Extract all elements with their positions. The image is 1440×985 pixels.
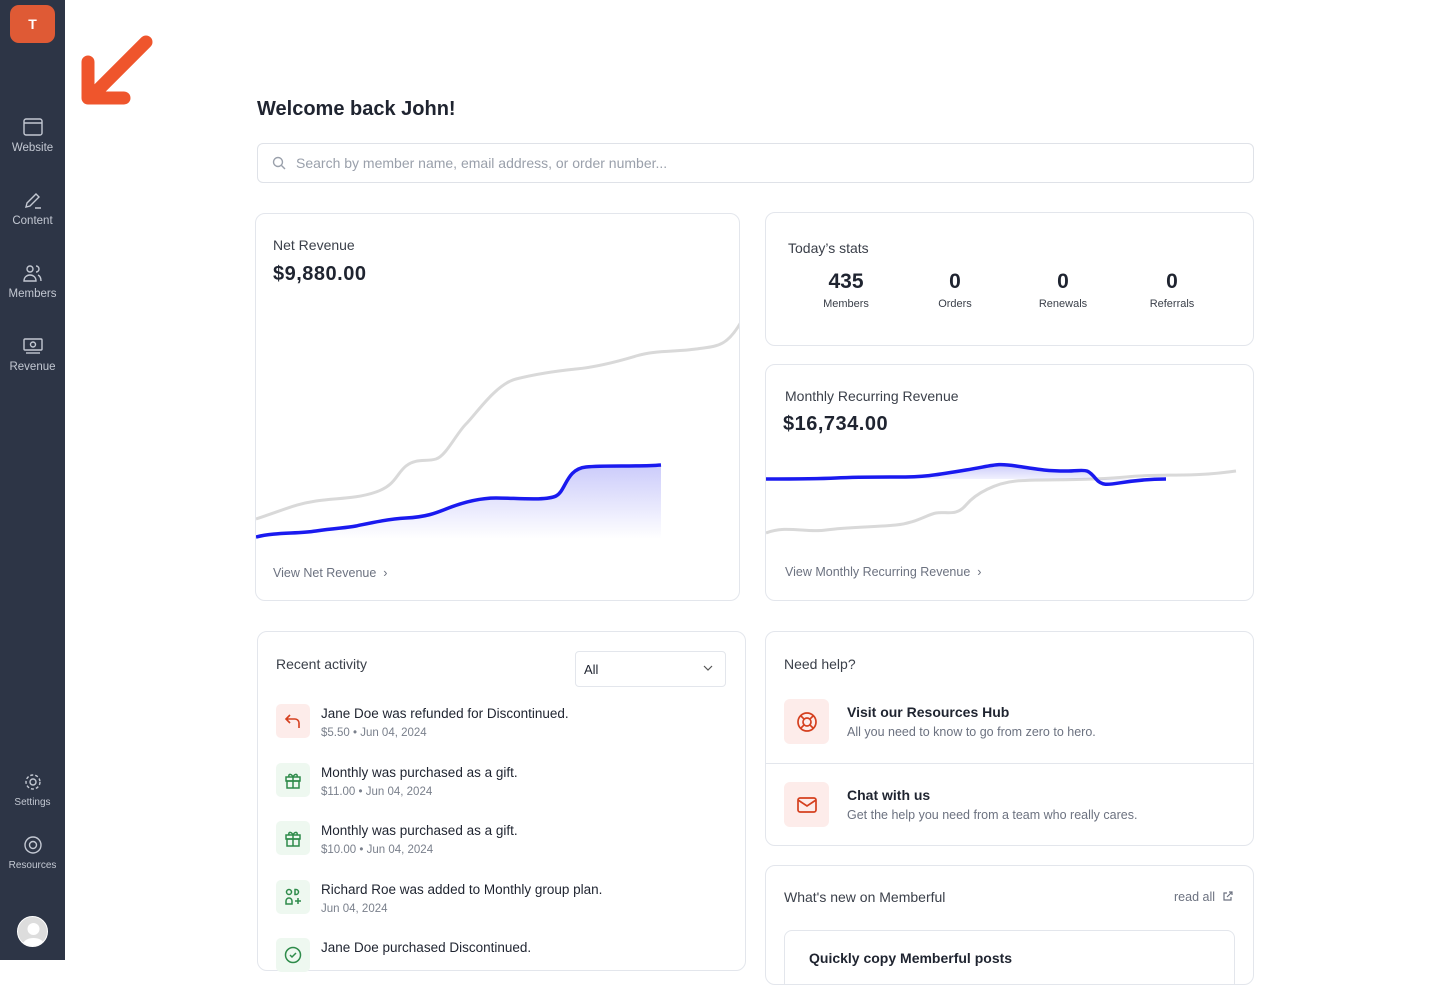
card-label: Today’s stats xyxy=(788,240,869,256)
refund-icon xyxy=(276,704,310,738)
gear-icon xyxy=(24,774,41,790)
card-title: What's new on Memberful xyxy=(784,889,946,905)
news-post-title: Quickly copy Memberful posts xyxy=(809,950,1013,966)
lifebuoy-icon xyxy=(23,836,42,854)
stat-referrals: 0 Referrals xyxy=(1149,270,1195,310)
card-label: Net Revenue xyxy=(273,237,355,253)
account-logo[interactable]: T xyxy=(10,5,55,43)
mrr-chart xyxy=(766,462,1237,535)
sidebar-item-label: Members xyxy=(8,288,57,300)
whats-new-card: What's new on Memberful read all Quickly… xyxy=(765,865,1254,985)
recent-activity-card: Recent activity xyxy=(257,631,746,971)
sidebar-item-revenue[interactable]: Revenue xyxy=(0,337,65,373)
sidebar-item-content[interactable]: Content xyxy=(0,191,65,227)
sidebar: T Website Content Members Revenue Settin… xyxy=(0,0,65,960)
stat-renewals: 0 Renewals xyxy=(1038,270,1088,310)
mrr-value: $16,734.00 xyxy=(783,413,889,435)
mrr-card: Monthly Recurring Revenue $16,734.00 Vie… xyxy=(765,364,1254,601)
check-circle-icon xyxy=(276,938,310,972)
sidebar-item-label: Settings xyxy=(14,797,51,808)
page-title: Welcome back John! xyxy=(257,98,456,120)
search-icon xyxy=(272,156,286,170)
news-post-card[interactable]: Quickly copy Memberful posts xyxy=(784,930,1235,984)
read-all-link[interactable]: read all xyxy=(1174,890,1234,904)
sidebar-item-settings[interactable]: Settings xyxy=(0,773,65,808)
todays-stats-card: Today’s stats xyxy=(765,212,1254,346)
sidebar-item-website[interactable]: Website xyxy=(0,118,65,154)
user-add-icon xyxy=(276,880,310,914)
lifebuoy-icon xyxy=(784,699,829,744)
sidebar-item-label: Revenue xyxy=(9,361,56,373)
sidebar-item-members[interactable]: Members xyxy=(0,264,65,300)
pointer-arrow-icon xyxy=(81,35,153,105)
search-input[interactable]: Search by member name, email address, or… xyxy=(257,143,1254,183)
net-revenue-card: Net Revenue $9,880.00 View Net Revenue › xyxy=(255,213,740,601)
need-help-card: Need help? xyxy=(765,631,1254,846)
activity-filter-select[interactable]: All xyxy=(575,651,726,687)
gift-icon xyxy=(276,763,310,797)
card-title: Recent activity xyxy=(276,656,368,672)
sidebar-item-resources[interactable]: Resources xyxy=(0,836,65,871)
net-revenue-chart xyxy=(256,322,739,539)
money-icon xyxy=(22,338,43,354)
users-icon xyxy=(22,265,42,282)
stat-members: 435 Members xyxy=(823,270,869,310)
mail-icon xyxy=(784,782,829,827)
chevron-right-icon: › xyxy=(973,565,982,579)
gift-icon xyxy=(276,821,310,855)
net-revenue-value: $9,880.00 xyxy=(273,263,367,285)
chevron-right-icon: › xyxy=(379,566,388,580)
pencil-icon xyxy=(24,193,41,209)
search-placeholder: Search by member name, email address, or… xyxy=(296,155,668,171)
sidebar-item-label: Content xyxy=(12,215,53,227)
sidebar-item-label: Website xyxy=(11,142,54,154)
user-avatar[interactable] xyxy=(17,916,48,947)
sidebar-item-label: Resources xyxy=(8,860,57,871)
external-link-icon xyxy=(1223,891,1234,901)
view-net-revenue-link[interactable]: View Net Revenue › xyxy=(273,566,388,580)
chevron-down-icon xyxy=(703,665,713,671)
stat-orders: 0 Orders xyxy=(938,270,972,310)
card-title: Need help? xyxy=(784,656,856,672)
card-label: Monthly Recurring Revenue xyxy=(785,388,959,404)
divider xyxy=(766,763,1253,764)
browser-window-icon xyxy=(22,118,43,136)
view-mrr-link[interactable]: View Monthly Recurring Revenue › xyxy=(785,565,982,579)
